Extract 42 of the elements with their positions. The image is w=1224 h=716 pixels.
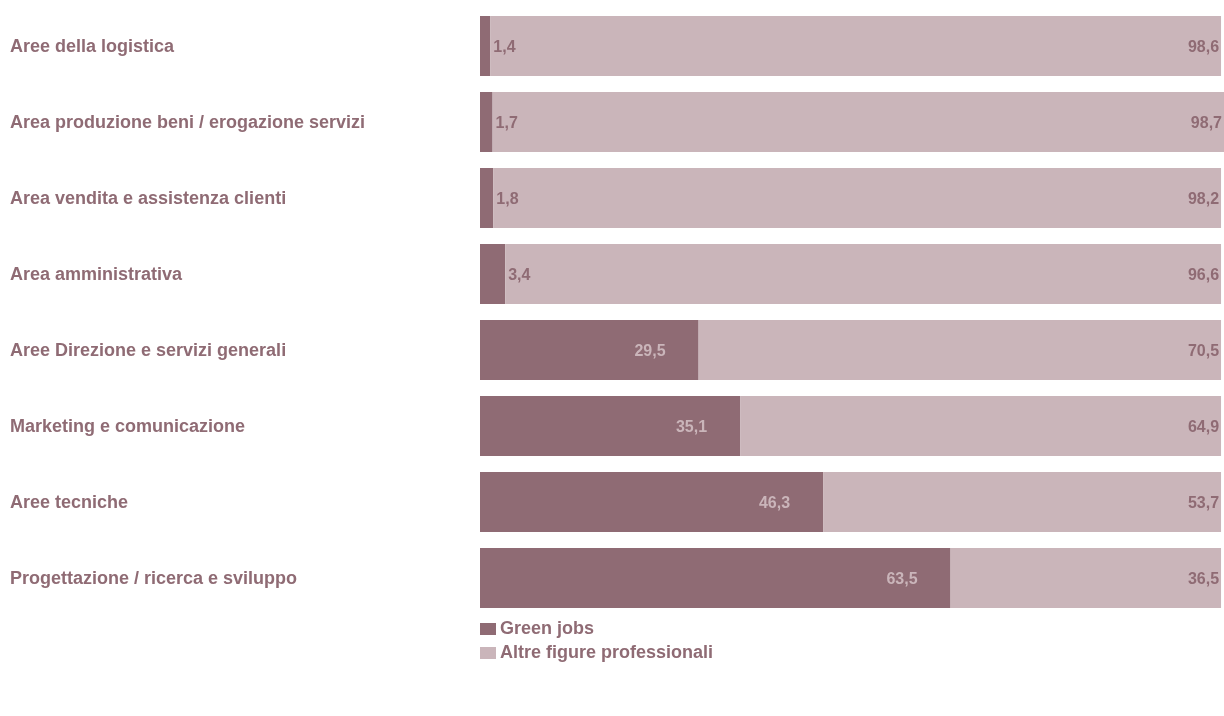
data-label: 29,5	[634, 342, 666, 359]
bar	[950, 548, 1222, 608]
data-label: 3,4	[508, 266, 531, 283]
bar	[480, 168, 494, 228]
y-tick-label: Area amministrativa	[10, 264, 184, 284]
data-label: 70,5	[1187, 342, 1220, 359]
data-label: 1,7	[495, 114, 518, 131]
bar	[480, 396, 741, 456]
bar	[490, 16, 1222, 76]
bar	[480, 92, 493, 152]
data-label: 35,1	[675, 418, 708, 435]
data-label: 98,6	[1187, 38, 1220, 55]
bar	[480, 244, 506, 304]
bar	[823, 472, 1222, 532]
data-label: 1,8	[496, 190, 519, 207]
y-tick-label: Aree della logistica	[10, 36, 176, 56]
data-label: 36,5	[1187, 570, 1220, 587]
bar	[480, 548, 951, 608]
bar	[698, 320, 1222, 380]
data-label: 98,2	[1187, 190, 1220, 207]
data-label: 46,3	[758, 494, 791, 511]
bar	[740, 396, 1222, 456]
legend-label: Green jobs	[500, 618, 595, 638]
data-label: 53,7	[1187, 494, 1220, 511]
y-tick-label: Aree tecniche	[10, 492, 129, 512]
data-label: 63,5	[886, 570, 918, 587]
bar	[505, 244, 1222, 304]
y-tick-label: Area produzione beni / erogazione servizi	[10, 112, 366, 132]
data-label: 98,7	[1190, 114, 1223, 131]
data-label: 96,6	[1187, 266, 1220, 283]
bar	[480, 16, 491, 76]
y-tick-label: Marketing e comunicazione	[10, 416, 246, 436]
y-tick-label: Progettazione / ricerca e sviluppo	[10, 568, 298, 588]
data-label: 1,4	[493, 38, 516, 55]
legend-label: Altre figure professionali	[500, 642, 714, 662]
data-label: 64,9	[1187, 418, 1220, 435]
bar	[493, 168, 1222, 228]
bar	[492, 92, 1224, 152]
bar	[480, 472, 824, 532]
bar	[480, 320, 699, 380]
y-tick-label: Area vendita e assistenza clienti	[10, 188, 287, 208]
y-tick-label: Aree Direzione e servizi generali	[10, 340, 287, 360]
